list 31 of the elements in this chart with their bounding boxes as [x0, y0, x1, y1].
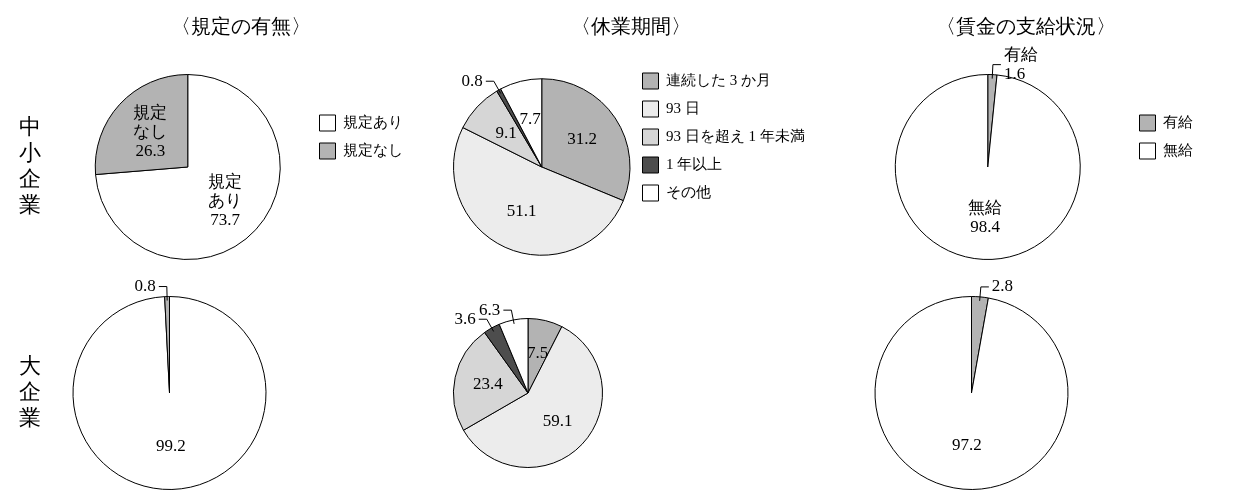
legend-label: 有給 [1163, 113, 1193, 130]
data-label: 有給 1.6 [1003, 44, 1038, 83]
data-label: 無給 98.4 [968, 197, 1003, 236]
data-label: 規定あり 73.7 [208, 171, 243, 229]
data-label: 6.3 [479, 299, 501, 319]
legend-label: 規定なし [343, 141, 403, 158]
data-label: 0.8 [134, 276, 156, 295]
chart-title: 〈規定の有無〉 [170, 15, 311, 38]
text: 中小企業 [19, 113, 41, 217]
data-label: 3.6 [454, 308, 476, 328]
data-label: 9.1 [495, 123, 517, 143]
legend-label: 規定あり [343, 113, 403, 130]
chart-title: 〈休業期間〉 [570, 15, 691, 38]
data-label: 99.2 [155, 435, 186, 455]
text: 大企業 [19, 352, 41, 430]
data-label: 59.1 [542, 410, 573, 430]
chart-title: 〈賃金の支給状況〉 [935, 15, 1116, 38]
data-label: 規定なし 26.3 [133, 102, 168, 160]
legend-label: 93 日を超え 1 年未満 [666, 127, 805, 144]
legend-label: 93 日 [666, 99, 700, 116]
legend-label: 連続した 3 か月 [666, 71, 771, 88]
data-label: 0.8 [461, 70, 483, 90]
data-label: 97.2 [951, 435, 982, 455]
data-label: 51.1 [506, 200, 537, 220]
data-label: 2.8 [991, 276, 1014, 296]
data-label: 31.2 [567, 129, 597, 149]
legend-label: その他 [666, 183, 711, 200]
legend-label: 1 年以上 [666, 155, 723, 172]
legend-label: 無給 [1163, 141, 1193, 158]
data-label: 23.4 [473, 373, 504, 393]
data-label: 7.7 [519, 109, 542, 129]
